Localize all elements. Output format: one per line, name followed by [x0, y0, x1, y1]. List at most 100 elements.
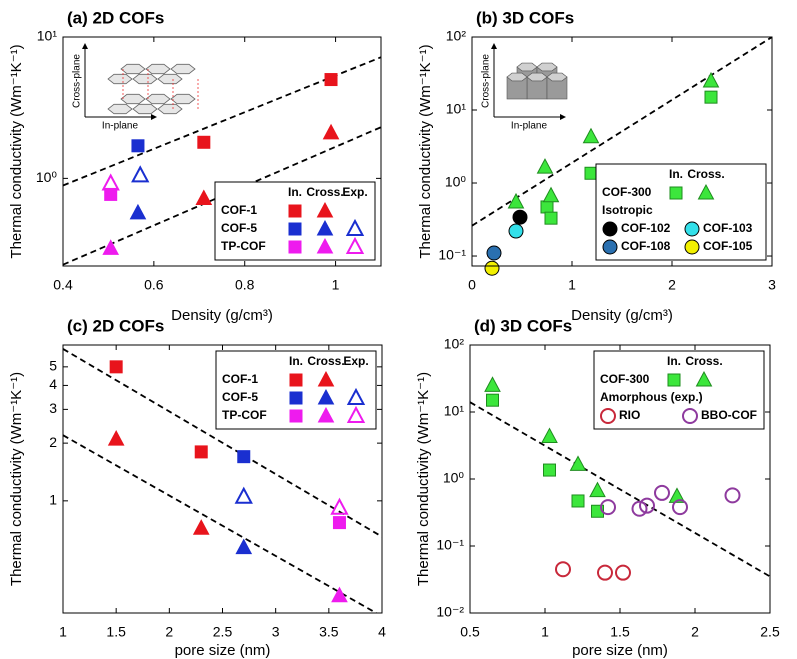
legend-marker — [289, 391, 303, 405]
circle-point — [600, 499, 616, 516]
hexagon — [120, 93, 146, 105]
legend-marker — [317, 388, 335, 405]
triangle-point — [331, 586, 348, 603]
y-tick-label: 10¹ — [446, 101, 467, 117]
y-axis-label: Thermal conductivity (Wm⁻¹K⁻¹) — [8, 44, 25, 258]
square-point — [584, 166, 598, 180]
hexagon — [170, 93, 196, 105]
hexagon — [145, 93, 171, 105]
triangle-point — [322, 123, 340, 140]
legend-box — [595, 163, 767, 261]
inset-label: Cross-plane — [72, 54, 83, 108]
legend-marker — [669, 186, 683, 200]
legend-marker — [316, 219, 334, 236]
hexagon — [132, 103, 158, 115]
legend: In. Cross. COF-300 Amorphous (exp.) RIO BBO-C… — [593, 350, 765, 430]
legend-marker — [695, 370, 713, 387]
legend-header: Cross. — [685, 354, 722, 368]
x-tick-label: 1 — [541, 624, 549, 640]
square-point — [197, 135, 211, 149]
triangle-point — [101, 173, 120, 191]
inset: Cross-plane In-plane — [72, 43, 199, 132]
legend-marker — [288, 204, 302, 218]
triangle-point — [131, 165, 150, 183]
x-axis-label: pore size (nm) — [175, 642, 271, 659]
legend-marker — [667, 373, 681, 387]
legend-header: Cross. — [306, 185, 343, 199]
legend-label: COF-105 — [703, 239, 753, 253]
y-tick-label: 10² — [444, 336, 465, 352]
circle-point — [615, 564, 631, 581]
circle-point — [555, 561, 571, 578]
square-point — [704, 90, 718, 104]
square-point — [486, 393, 499, 407]
x-tick-label: 3 — [272, 624, 280, 640]
panel-title: (c) 2D COFs — [67, 316, 164, 335]
legend-label: RIO — [619, 408, 640, 422]
hexagon — [132, 73, 158, 85]
triangle-point — [541, 427, 558, 444]
plot-frame — [469, 344, 771, 614]
y-tick-label: 10⁰ — [445, 174, 467, 190]
legend-label: COF-300 — [602, 185, 652, 199]
panel: Cross-plane In-plane 0.4 0.6 0.8 1 10⁰ 10¹ In. Cr… — [8, 8, 382, 324]
legend-label: COF-5 — [222, 390, 258, 404]
legend-label: COF-1 — [222, 372, 258, 386]
y-tick-label: 4 — [49, 376, 57, 392]
x-tick-label: 2 — [691, 624, 699, 640]
y-axis-label: Thermal conductivity (Wm⁻¹K⁻¹) — [8, 372, 25, 586]
legend-label: COF-108 — [621, 239, 671, 253]
inset-label: Cross-plane — [481, 54, 492, 108]
circle-point — [597, 564, 613, 581]
x-tick-label: 1 — [332, 277, 340, 293]
panel: 1 1.5 2 2.5 3 3.5 4 1 2 3 4 5 In. Cross.Exp. COF-1 COF-… — [8, 316, 386, 658]
square-point — [324, 73, 338, 87]
y-tick-label: 5 — [49, 358, 57, 374]
y-tick-label: 3 — [49, 400, 57, 416]
triangle-point — [235, 538, 253, 555]
legend-label: COF-5 — [221, 221, 257, 235]
legend-marker — [288, 240, 302, 254]
arrow-head — [82, 43, 88, 49]
x-tick-label: 0.4 — [53, 277, 73, 293]
triangle-point — [507, 192, 525, 209]
triangle-point — [192, 519, 210, 535]
circle-point — [631, 500, 648, 517]
square-point — [131, 139, 145, 153]
legend-marker — [317, 406, 335, 423]
x-tick-label: 0.5 — [460, 624, 480, 640]
square-point — [104, 187, 118, 201]
square-point — [571, 494, 585, 508]
arrow-head — [560, 114, 566, 120]
y-tick-label: 1 — [49, 492, 57, 508]
trend-line — [63, 348, 382, 538]
triangle-point — [330, 497, 349, 515]
triangle-point — [702, 71, 720, 88]
legend-section: Amorphous (exp.) — [600, 390, 703, 404]
triangle-point — [569, 455, 587, 471]
square-point — [109, 360, 123, 374]
y-tick-label: 10⁻¹ — [436, 537, 464, 553]
legend-section: Isotropic — [602, 203, 653, 217]
triangle-point — [129, 203, 147, 220]
legend-marker — [346, 387, 366, 405]
y-tick-label: 10¹ — [444, 403, 465, 419]
triangle-point — [542, 186, 560, 203]
y-tick-label: 10¹ — [37, 28, 58, 44]
x-tick-label: 3 — [768, 277, 776, 293]
prism-top — [536, 62, 558, 72]
x-tick-label: 1 — [568, 277, 576, 293]
circle-point — [508, 223, 524, 239]
square-point — [543, 463, 556, 477]
y-tick-label: 10⁰ — [36, 169, 58, 185]
triangle-point — [582, 127, 600, 144]
legend-label: COF-103 — [703, 221, 753, 235]
circle-point — [654, 484, 670, 501]
square-point — [194, 445, 208, 459]
legend-label: COF-102 — [621, 221, 671, 235]
prism-top — [546, 72, 568, 82]
square-point — [237, 450, 251, 464]
legend-header: In. — [289, 354, 303, 368]
panel: 0.5 1 1.5 2 2.5 10⁻² 10⁻¹ 10⁰ 10¹ 10² In. Cross. COF… — [415, 316, 780, 658]
